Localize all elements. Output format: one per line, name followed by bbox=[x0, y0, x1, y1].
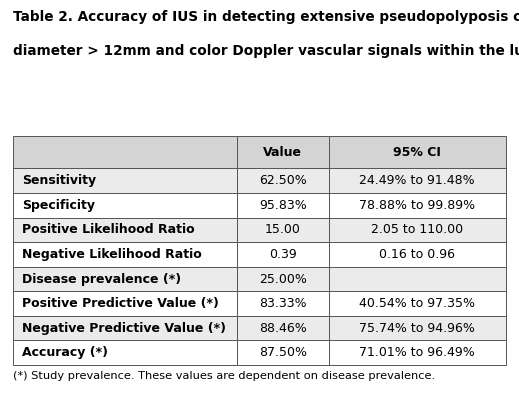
Text: Table 2. Accuracy of IUS in detecting extensive pseudopolyposis considering ante: Table 2. Accuracy of IUS in detecting ex… bbox=[13, 10, 519, 24]
Text: 95% CI: 95% CI bbox=[393, 146, 441, 158]
Bar bbox=[13, 267, 237, 291]
Text: 25.00%: 25.00% bbox=[259, 273, 307, 286]
Bar bbox=[13, 217, 237, 242]
Bar bbox=[329, 168, 506, 193]
Bar bbox=[329, 193, 506, 217]
Bar bbox=[237, 316, 329, 340]
Text: 0.39: 0.39 bbox=[269, 248, 297, 261]
Text: 95.83%: 95.83% bbox=[259, 199, 307, 212]
Text: diameter > 12mm and color Doppler vascular signals within the lumen as key findi: diameter > 12mm and color Doppler vascul… bbox=[13, 44, 519, 58]
Text: Sensitivity: Sensitivity bbox=[22, 174, 96, 187]
Text: 2.05 to 110.00: 2.05 to 110.00 bbox=[371, 223, 463, 236]
Bar bbox=[13, 242, 237, 267]
Text: Specificity: Specificity bbox=[22, 199, 95, 212]
Bar bbox=[329, 316, 506, 340]
Text: 0.16 to 0.96: 0.16 to 0.96 bbox=[379, 248, 455, 261]
Text: Negative Likelihood Ratio: Negative Likelihood Ratio bbox=[22, 248, 202, 261]
Bar bbox=[329, 291, 506, 316]
Text: 88.46%: 88.46% bbox=[259, 322, 307, 335]
Text: Accuracy (*): Accuracy (*) bbox=[22, 346, 108, 359]
Bar bbox=[237, 217, 329, 242]
Bar bbox=[237, 193, 329, 217]
Text: 71.01% to 96.49%: 71.01% to 96.49% bbox=[359, 346, 475, 359]
Text: 78.88% to 99.89%: 78.88% to 99.89% bbox=[359, 199, 475, 212]
Bar bbox=[329, 217, 506, 242]
Bar bbox=[13, 168, 237, 193]
Text: 87.50%: 87.50% bbox=[259, 346, 307, 359]
Bar bbox=[329, 267, 506, 291]
Text: Positive Predictive Value (*): Positive Predictive Value (*) bbox=[22, 297, 219, 310]
Text: 40.54% to 97.35%: 40.54% to 97.35% bbox=[359, 297, 475, 310]
Bar bbox=[329, 340, 506, 365]
Bar bbox=[329, 242, 506, 267]
Bar bbox=[13, 291, 237, 316]
Bar bbox=[13, 136, 237, 168]
Text: Disease prevalence (*): Disease prevalence (*) bbox=[22, 273, 181, 286]
Text: Value: Value bbox=[264, 146, 303, 158]
Bar bbox=[237, 291, 329, 316]
Text: 62.50%: 62.50% bbox=[259, 174, 307, 187]
Bar bbox=[13, 316, 237, 340]
Text: 75.74% to 94.96%: 75.74% to 94.96% bbox=[359, 322, 475, 335]
Text: 83.33%: 83.33% bbox=[259, 297, 307, 310]
Text: Positive Likelihood Ratio: Positive Likelihood Ratio bbox=[22, 223, 195, 236]
Text: Negative Predictive Value (*): Negative Predictive Value (*) bbox=[22, 322, 226, 335]
Text: 24.49% to 91.48%: 24.49% to 91.48% bbox=[360, 174, 475, 187]
Bar bbox=[13, 193, 237, 217]
Bar bbox=[237, 242, 329, 267]
Bar bbox=[237, 340, 329, 365]
Bar bbox=[13, 340, 237, 365]
Text: 15.00: 15.00 bbox=[265, 223, 301, 236]
Bar bbox=[237, 267, 329, 291]
Bar bbox=[237, 136, 329, 168]
Text: (*) Study prevalence. These values are dependent on disease prevalence.: (*) Study prevalence. These values are d… bbox=[13, 371, 435, 381]
Bar bbox=[329, 136, 506, 168]
Bar bbox=[237, 168, 329, 193]
